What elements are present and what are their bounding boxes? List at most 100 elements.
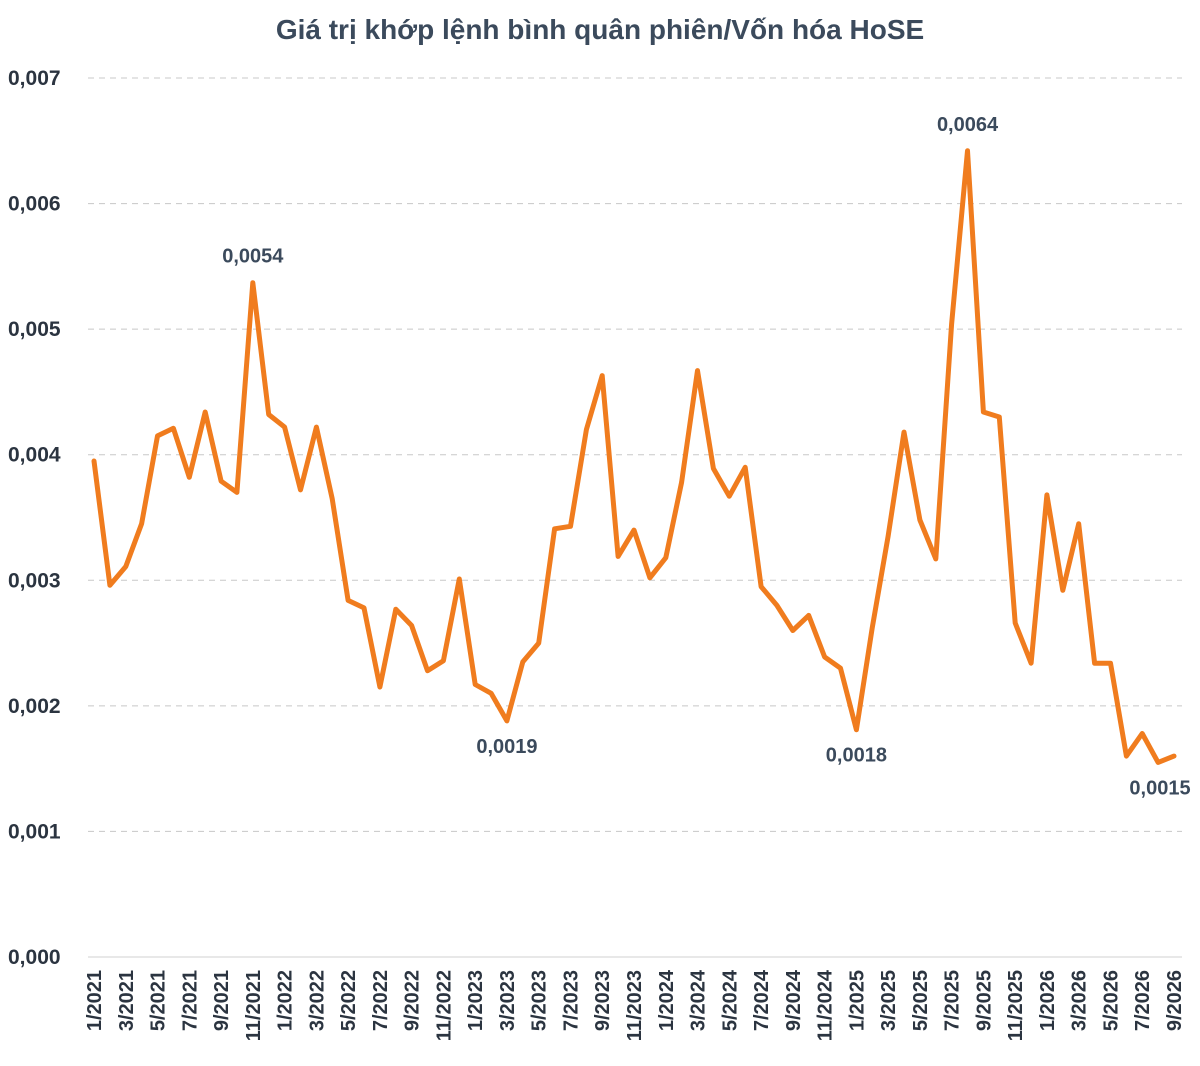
data-point — [92, 458, 97, 463]
x-tick-label: 5/2023 — [529, 970, 551, 1031]
y-tick-label: 0,002 — [8, 695, 61, 718]
x-tick-label: 3/2023 — [497, 970, 519, 1031]
data-point — [933, 556, 938, 561]
x-tick-label: 7/2024 — [751, 969, 773, 1031]
y-tick-label: 0,003 — [8, 569, 61, 592]
y-tick-label: 0,001 — [8, 820, 61, 843]
x-tick-label: 1/2026 — [1037, 970, 1059, 1031]
x-tick-label: 1/2023 — [465, 970, 487, 1031]
data-point — [250, 280, 255, 285]
data-point — [346, 598, 351, 603]
x-tick-label: 1/2022 — [275, 970, 297, 1031]
data-point — [171, 426, 176, 431]
x-tick-label: 7/2026 — [1132, 970, 1154, 1031]
data-point — [393, 607, 398, 612]
data-point — [1108, 661, 1113, 666]
x-tick-label: 7/2023 — [560, 970, 582, 1031]
data-label: 0,0019 — [476, 736, 537, 758]
data-point — [759, 584, 764, 589]
data-point — [409, 623, 414, 628]
data-point — [584, 427, 589, 432]
data-point — [219, 479, 224, 484]
data-point — [822, 654, 827, 659]
data-point — [1124, 754, 1129, 759]
x-tick-label: 5/2024 — [719, 969, 741, 1031]
data-label: 0,0054 — [222, 246, 284, 268]
x-tick-label: 5/2021 — [148, 970, 170, 1031]
data-point — [870, 626, 875, 631]
data-point — [1029, 661, 1034, 666]
data-point — [425, 668, 430, 673]
data-point — [1013, 620, 1018, 625]
data-label: 0,0018 — [826, 745, 887, 767]
x-tick-label: 1/2021 — [84, 970, 106, 1031]
data-point — [552, 526, 557, 531]
data-point — [457, 577, 462, 582]
x-tick-label: 9/2025 — [973, 970, 995, 1031]
y-tick-label: 0,006 — [8, 193, 61, 216]
data-point — [790, 628, 795, 633]
data-point — [917, 518, 922, 523]
x-tick-label: 9/2021 — [211, 970, 233, 1031]
data-point — [1060, 588, 1065, 593]
x-tick-label: 9/2023 — [592, 970, 614, 1031]
data-point — [616, 554, 621, 559]
data-point — [663, 555, 668, 560]
data-point — [187, 475, 192, 480]
data-point — [362, 605, 367, 610]
x-tick-label: 5/2026 — [1100, 970, 1122, 1031]
y-tick-label: 0,005 — [8, 318, 61, 341]
x-tick-label: 11/2022 — [433, 970, 455, 1041]
y-tick-label: 0,000 — [8, 946, 61, 969]
data-point — [600, 373, 605, 378]
x-tick-label: 11/2023 — [624, 970, 646, 1041]
y-tick-label: 0,004 — [8, 444, 61, 467]
x-tick-label: 3/2025 — [878, 970, 900, 1031]
data-point — [965, 148, 970, 153]
x-tick-label: 5/2022 — [338, 970, 360, 1031]
data-point — [536, 641, 541, 646]
data-point — [711, 466, 716, 471]
data-point — [330, 496, 335, 501]
data-label: 0,0064 — [937, 114, 999, 136]
x-tick-label: 3/2022 — [306, 970, 328, 1031]
data-point — [902, 430, 907, 435]
data-point — [139, 521, 144, 526]
data-point — [266, 412, 271, 417]
x-tick-label: 3/2026 — [1069, 970, 1091, 1031]
data-point — [203, 410, 208, 415]
data-point — [1156, 760, 1161, 765]
data-point — [1044, 492, 1049, 497]
data-point — [123, 564, 128, 569]
x-tick-label: 9/2024 — [783, 969, 805, 1031]
x-tick-label: 11/2021 — [243, 970, 265, 1041]
data-point — [854, 727, 859, 732]
y-tick-label: 0,007 — [8, 67, 61, 90]
x-tick-label: 3/2021 — [116, 970, 138, 1031]
data-point — [298, 487, 303, 492]
data-point — [647, 575, 652, 580]
data-point — [1076, 521, 1081, 526]
x-tick-label: 7/2021 — [179, 970, 201, 1031]
data-point — [806, 613, 811, 618]
data-point — [679, 480, 684, 485]
data-point — [949, 322, 954, 327]
x-tick-label: 11/2024 — [815, 969, 837, 1041]
x-tick-label: 3/2024 — [688, 969, 710, 1031]
data-point — [489, 691, 494, 696]
data-point — [234, 490, 239, 495]
data-point — [377, 685, 382, 690]
data-point — [155, 433, 160, 438]
series-line — [91, 148, 1177, 765]
x-tick-label: 9/2026 — [1164, 970, 1186, 1031]
data-point — [568, 524, 573, 529]
x-tick-label: 5/2025 — [910, 970, 932, 1031]
data-point — [107, 583, 112, 588]
data-point — [632, 528, 637, 533]
x-tick-label: 1/2024 — [656, 969, 678, 1031]
data-point — [997, 415, 1002, 420]
x-tick-label: 9/2022 — [402, 970, 424, 1031]
data-point — [441, 658, 446, 663]
